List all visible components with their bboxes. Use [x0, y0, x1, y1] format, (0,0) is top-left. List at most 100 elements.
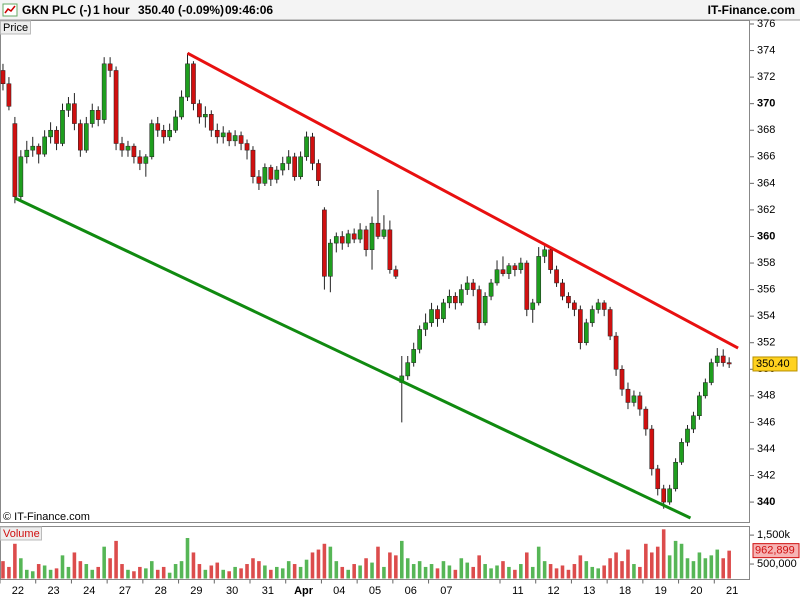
- volume-bar: [144, 568, 148, 579]
- volume-bar: [661, 529, 666, 579]
- volume-bar: [685, 558, 690, 579]
- candle-body: [655, 468, 661, 490]
- volume-bar: [150, 561, 154, 579]
- x-tick-label: 13: [583, 585, 595, 597]
- volume-bar: [572, 564, 577, 579]
- candle-body: [583, 322, 589, 343]
- candle-body: [667, 488, 672, 503]
- volume-bar: [209, 565, 214, 579]
- y-tick-label: 364: [757, 177, 775, 189]
- volume-bar: [578, 555, 583, 579]
- candle-body: [203, 114, 208, 118]
- candle-body: [720, 355, 726, 363]
- candle-body: [226, 132, 232, 142]
- volume-bar: [495, 565, 499, 579]
- candle-body: [24, 149, 30, 158]
- candle-body: [185, 63, 190, 98]
- candle-body: [363, 229, 369, 251]
- y-tick-label: 342: [757, 469, 775, 481]
- volume-bar: [25, 569, 29, 579]
- volume-bar: [126, 569, 130, 579]
- candle-body: [726, 362, 732, 365]
- volume-bar: [608, 558, 612, 579]
- candle-body: [244, 143, 250, 151]
- x-tick-label: 23: [47, 585, 59, 597]
- volume-bar: [114, 540, 118, 579]
- volume-bar: [655, 546, 660, 579]
- x-tick-label: 04: [333, 585, 345, 597]
- candle-body: [149, 123, 155, 158]
- volume-bar: [459, 558, 464, 579]
- candle-body: [441, 302, 446, 320]
- candle-body: [506, 265, 512, 274]
- volume-bar: [394, 555, 398, 579]
- candle-body: [697, 395, 702, 417]
- candle-body: [119, 143, 125, 151]
- last-price-label: 350.40: [756, 358, 790, 370]
- volume-bar: [215, 562, 220, 579]
- y-tick-label: 374: [757, 44, 775, 56]
- volume-bar: [239, 568, 243, 579]
- candle-body: [387, 229, 393, 270]
- candle-body: [476, 289, 482, 324]
- candle-body: [578, 309, 583, 343]
- volume-bar: [84, 564, 89, 579]
- volume-label-box: [0, 526, 42, 541]
- volume-bar: [644, 543, 648, 579]
- candle-body: [494, 269, 500, 284]
- x-tick-label: 27: [119, 585, 131, 597]
- volume-bar: [72, 552, 77, 579]
- candle-body: [572, 302, 577, 310]
- volume-bar: [489, 568, 493, 579]
- volume-bar: [298, 566, 303, 579]
- x-tick-label: 19: [655, 585, 667, 597]
- volume-bar: [263, 565, 267, 579]
- candle-body: [89, 110, 95, 124]
- app-icon: [2, 3, 18, 17]
- candle-body: [161, 129, 167, 138]
- volume-bar: [161, 566, 166, 579]
- candle-body: [679, 442, 684, 463]
- volume-bar: [304, 559, 309, 579]
- candle-body: [601, 302, 607, 310]
- volume-bar: [203, 569, 208, 579]
- candle-body: [429, 309, 434, 324]
- candle-body: [530, 302, 536, 310]
- volume-bar: [542, 561, 547, 579]
- candle-body: [369, 222, 375, 251]
- volume-bar: [221, 569, 225, 579]
- volume-bar: [388, 552, 392, 579]
- candle-body: [113, 70, 119, 144]
- volume-bar: [1, 561, 5, 579]
- last-price-box: [752, 356, 798, 372]
- candle-body: [107, 63, 113, 71]
- candle-body: [488, 282, 494, 297]
- volume-bar: [364, 558, 368, 579]
- volume-bar: [566, 569, 571, 579]
- candle-body: [173, 116, 178, 131]
- y-tick-label: 340: [757, 496, 775, 508]
- volume-bar: [334, 561, 339, 579]
- candle-body: [619, 369, 625, 390]
- candle-body: [66, 103, 71, 111]
- volume-bar: [66, 566, 71, 579]
- volume-bar: [584, 561, 589, 579]
- candle-body: [101, 63, 107, 120]
- candle-body: [262, 167, 268, 184]
- x-tick-label: 24: [83, 585, 95, 597]
- header-source: IT-Finance.com: [708, 3, 795, 17]
- candle-body: [208, 114, 214, 131]
- candle-body: [137, 156, 143, 164]
- price-label-box: [0, 20, 31, 35]
- volume-bar: [233, 566, 237, 579]
- volume-bar: [269, 569, 273, 579]
- volume-bar: [560, 565, 565, 579]
- volume-bar: [501, 561, 505, 579]
- candle-body: [197, 103, 202, 118]
- volume-bar: [108, 558, 112, 579]
- volume-bar: [471, 566, 475, 579]
- volume-bar: [328, 546, 333, 579]
- candle-body: [482, 295, 488, 324]
- volume-bar: [405, 558, 410, 579]
